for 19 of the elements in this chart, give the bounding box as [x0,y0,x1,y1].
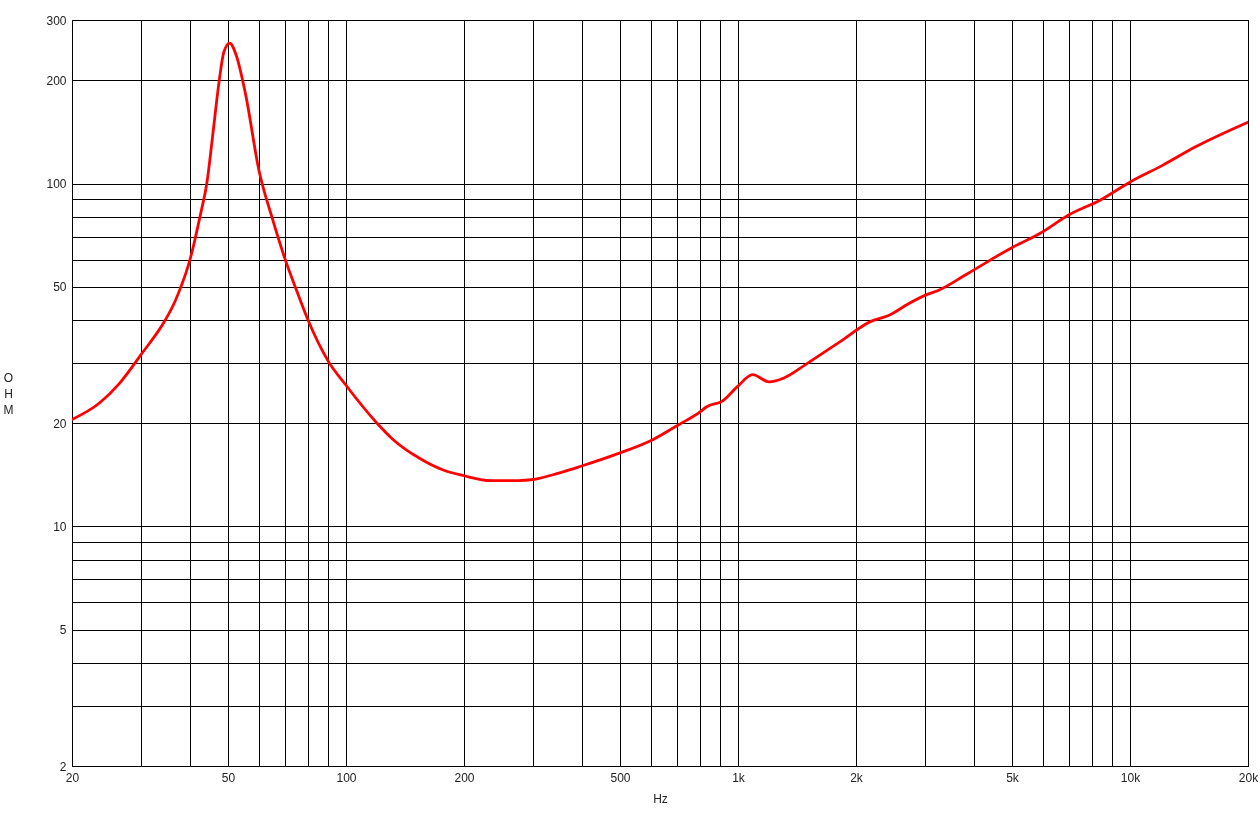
y-tick-label: 5 [59,623,67,638]
x-tick-label: 500 [610,770,631,785]
x-tick-label: 1k [732,770,746,785]
x-tick-label: 50 [221,770,236,785]
y-tick-label: 20 [53,416,67,431]
x-tick-label: 10k [1120,770,1142,785]
y-tick-label: 2 [59,759,67,774]
x-tick-label: 200 [454,770,475,785]
y-tick-label: 200 [46,73,67,88]
y-tick-label: 100 [46,177,67,192]
y-tick-label: 300 [46,13,67,28]
y-tick-label: 50 [53,280,67,295]
x-axis-title: Hz [653,791,668,806]
y-axis-title: OHM [3,370,14,417]
x-tick-label: 20k [1238,770,1260,785]
x-tick-label: 5k [1006,770,1020,785]
x-tick-label: 2k [850,770,864,785]
x-tick-label: 100 [336,770,357,785]
y-tick-label: 10 [53,519,67,534]
